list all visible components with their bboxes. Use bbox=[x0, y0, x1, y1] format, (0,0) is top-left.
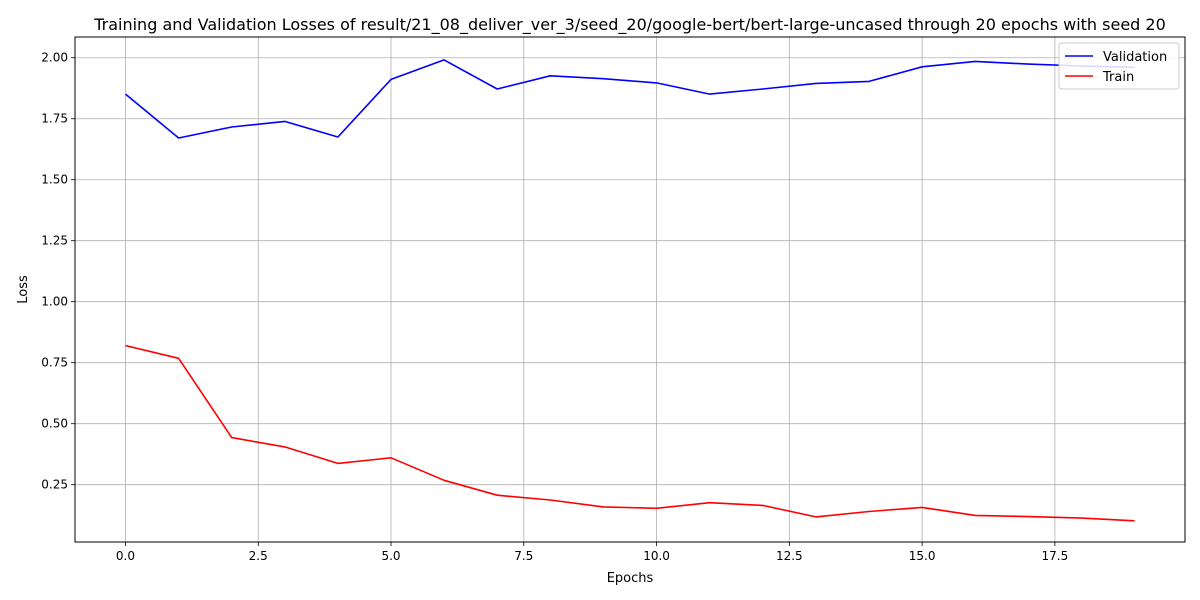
x-axis-ticks: 0.0 2.5 5.0 7.5 10.0 12.5 15.0 17.5 bbox=[116, 542, 1068, 563]
x-tick-label: 12.5 bbox=[776, 549, 803, 563]
x-tick-label: 0.0 bbox=[116, 549, 135, 563]
x-tick-label: 15.0 bbox=[909, 549, 936, 563]
legend: Validation Train bbox=[1058, 42, 1180, 90]
y-axis-label: Loss bbox=[16, 275, 31, 304]
y-tick-label: 2.00 bbox=[41, 51, 68, 65]
y-tick-label: 1.75 bbox=[41, 112, 68, 126]
grid bbox=[75, 37, 1185, 542]
legend-label-train: Train bbox=[1102, 70, 1134, 85]
series-lines bbox=[124, 59, 1135, 522]
series-line-validation bbox=[124, 59, 1135, 139]
y-tick-label: 0.75 bbox=[41, 356, 68, 370]
plot-frame bbox=[74, 36, 1186, 543]
legend-box bbox=[1058, 42, 1180, 90]
x-tick-label: 7.5 bbox=[514, 549, 533, 563]
x-axis-label: Epochs bbox=[607, 571, 654, 586]
x-tick-label: 5.0 bbox=[381, 549, 400, 563]
x-tick-label: 2.5 bbox=[249, 549, 268, 563]
y-tick-label: 0.50 bbox=[41, 417, 68, 431]
chart-title: Training and Validation Losses of result… bbox=[93, 15, 1166, 35]
series-line-train bbox=[125, 344, 1135, 522]
legend-label-validation: Validation bbox=[1103, 50, 1167, 65]
y-tick-label: 1.00 bbox=[41, 295, 68, 309]
x-tick-label: 17.5 bbox=[1042, 549, 1069, 563]
y-tick-label: 1.50 bbox=[41, 173, 68, 187]
y-tick-label: 0.25 bbox=[41, 478, 68, 492]
x-tick-label: 10.0 bbox=[643, 549, 670, 563]
y-tick-label: 1.25 bbox=[41, 234, 68, 248]
y-axis-ticks: 0.25 0.50 0.75 1.00 1.25 1.50 1.75 2.00 bbox=[41, 51, 75, 492]
